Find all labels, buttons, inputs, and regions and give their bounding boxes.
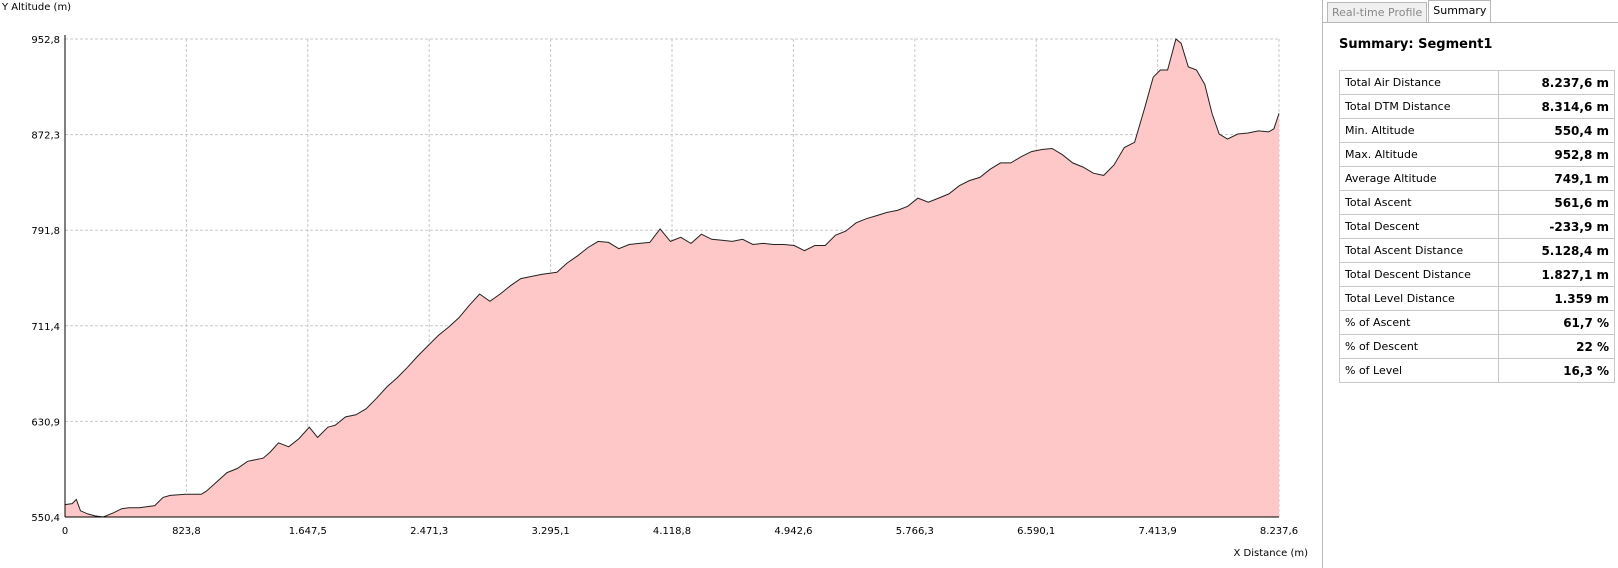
x-tick-label: 8.237,6 bbox=[1260, 526, 1298, 537]
stat-label: Average Altitude bbox=[1339, 166, 1499, 191]
summary-row: Min. Altitude 550,4 m bbox=[1339, 118, 1615, 143]
chart: Y Altitude (m) X Distance (m) 550,4 630,9… bbox=[1, 2, 1309, 559]
stat-label: Total Level Distance bbox=[1339, 286, 1499, 311]
summary-row: Max. Altitude 952,8 m bbox=[1339, 142, 1615, 167]
x-tick-label: 5.766,3 bbox=[896, 526, 934, 537]
summary-row: Total Descent Distance 1.827,1 m bbox=[1339, 262, 1615, 287]
x-tick-label: 4.118,8 bbox=[653, 526, 691, 537]
summary-row: Total Level Distance 1.359 m bbox=[1339, 286, 1615, 311]
x-tick-label: 7.413,9 bbox=[1139, 526, 1177, 537]
stat-label: Total Ascent bbox=[1339, 190, 1499, 215]
x-tick-label: 2.471,3 bbox=[410, 526, 448, 537]
stat-label: % of Ascent bbox=[1339, 310, 1499, 335]
y-tick-label: 550,4 bbox=[31, 513, 60, 524]
stat-label: % of Descent bbox=[1339, 334, 1499, 359]
stat-label: Max. Altitude bbox=[1339, 142, 1499, 167]
summary-table: Total Air Distance 8.237,6 m Total DTM Dis… bbox=[1339, 70, 1615, 383]
stat-value: 952,8 m bbox=[1498, 142, 1615, 167]
summary-row: % of Ascent 61,7 % bbox=[1339, 310, 1615, 335]
y-tick-label: 952,8 bbox=[31, 35, 60, 46]
x-tick-label: 0 bbox=[62, 526, 68, 537]
stat-label: Total Descent bbox=[1339, 214, 1499, 239]
summary-row: Total Ascent 561,6 m bbox=[1339, 190, 1615, 215]
stat-value: -233,9 m bbox=[1498, 214, 1615, 239]
profile-line bbox=[64, 38, 1280, 518]
x-tick-label: 823,8 bbox=[172, 526, 201, 537]
stat-value: 61,7 % bbox=[1498, 310, 1615, 335]
tab-bar: Real-time Profile Summary bbox=[1327, 0, 1492, 23]
stat-value: 16,3 % bbox=[1498, 358, 1615, 383]
stat-value: 749,1 m bbox=[1498, 166, 1615, 191]
stat-label: Total DTM Distance bbox=[1339, 94, 1499, 119]
stat-value: 8.314,6 m bbox=[1498, 94, 1615, 119]
y-axis-label: Y Altitude (m) bbox=[1, 2, 71, 13]
summary-row: Total DTM Distance 8.314,6 m bbox=[1339, 94, 1615, 119]
x-axis-label: X Distance (m) bbox=[1234, 548, 1309, 559]
summary-row: Average Altitude 749,1 m bbox=[1339, 166, 1615, 191]
stat-value: 1.359 m bbox=[1498, 286, 1615, 311]
stat-value: 8.237,6 m bbox=[1498, 70, 1615, 95]
stat-value: 22 % bbox=[1498, 334, 1615, 359]
stat-value: 5.128,4 m bbox=[1498, 238, 1615, 263]
summary-row: Total Air Distance 8.237,6 m bbox=[1339, 70, 1615, 95]
stat-label: Total Air Distance bbox=[1339, 70, 1499, 95]
y-tick-label: 711,4 bbox=[31, 322, 60, 333]
tab[interactable]: Summary bbox=[1428, 0, 1492, 23]
summary-panel: Real-time Profile Summary Summary: Segmen… bbox=[1322, 0, 1618, 568]
y-tick-label: 630,9 bbox=[31, 417, 60, 428]
panel-title: Summary: Segment1 bbox=[1339, 37, 1493, 52]
stat-label: Min. Altitude bbox=[1339, 118, 1499, 143]
area-fill bbox=[65, 39, 1279, 517]
x-tick-label: 1.647,5 bbox=[289, 526, 327, 537]
summary-row: Total Ascent Distance 5.128,4 m bbox=[1339, 238, 1615, 263]
y-tick-label: 872,3 bbox=[31, 131, 60, 142]
tab[interactable]: Real-time Profile bbox=[1327, 2, 1428, 23]
summary-row: Total Descent -233,9 m bbox=[1339, 214, 1615, 239]
stat-label: % of Level bbox=[1339, 358, 1499, 383]
stat-value: 1.827,1 m bbox=[1498, 262, 1615, 287]
stat-value: 561,6 m bbox=[1498, 190, 1615, 215]
stat-value: 550,4 m bbox=[1498, 118, 1615, 143]
x-tick-label: 4.942,6 bbox=[774, 526, 812, 537]
summary-row: % of Descent 22 % bbox=[1339, 334, 1615, 359]
x-tick-label: 3.295,1 bbox=[532, 526, 570, 537]
x-tick-label: 6.590,1 bbox=[1017, 526, 1055, 537]
summary-row: % of Level 16,3 % bbox=[1339, 358, 1615, 383]
stat-label: Total Ascent Distance bbox=[1339, 238, 1499, 263]
stat-label: Total Descent Distance bbox=[1339, 262, 1499, 287]
y-tick-label: 791,8 bbox=[31, 226, 60, 237]
